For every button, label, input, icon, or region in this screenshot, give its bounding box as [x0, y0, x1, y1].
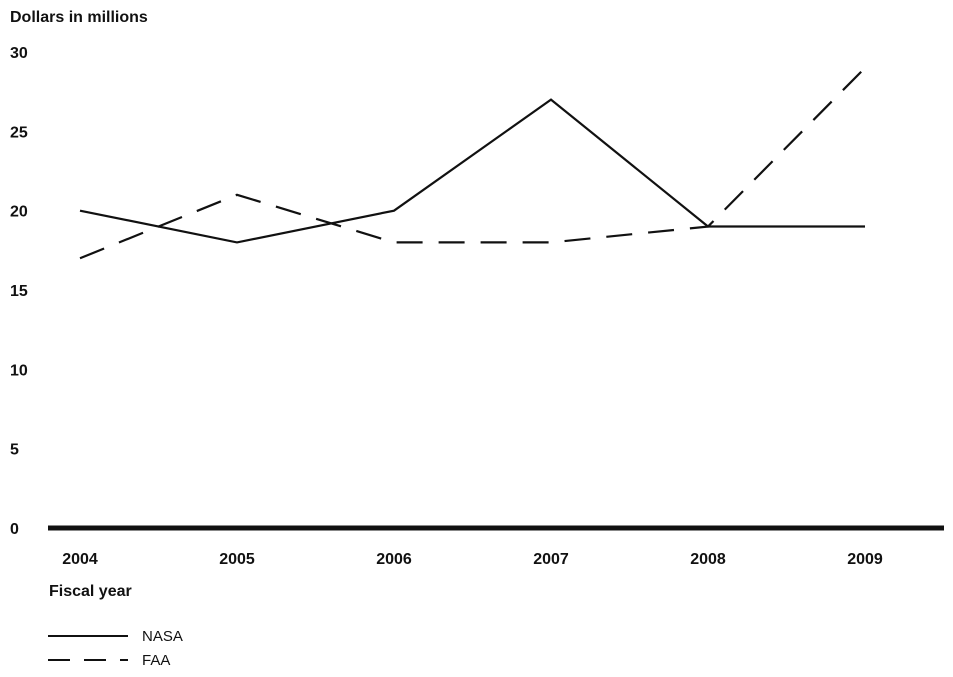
- legend-swatch-dashed: [48, 659, 128, 661]
- x-tick-label: 2005: [219, 551, 255, 568]
- y-tick-label: 0: [10, 521, 19, 538]
- y-tick-label: 10: [10, 362, 28, 379]
- series-layer: [79, 67, 866, 260]
- x-tick-label: 2007: [533, 551, 569, 568]
- legend-label-nasa: NASA: [142, 627, 183, 645]
- y-tick-label: 20: [10, 204, 28, 221]
- legend-item-nasa: NASA: [48, 624, 183, 648]
- legend-item-faa: FAA: [48, 648, 183, 672]
- legend-label-faa: FAA: [142, 651, 171, 669]
- legend: NASA FAA: [48, 624, 183, 672]
- y-tick-label: 5: [10, 442, 19, 459]
- series-line-nasa: [79, 98, 865, 244]
- y-axis-title: Dollars in millions: [10, 9, 148, 26]
- x-axis-title: Fiscal year: [49, 583, 132, 600]
- y-tick-label: 25: [10, 124, 28, 141]
- x-tick-label: 2009: [847, 551, 883, 568]
- x-tick-label: 2006: [376, 551, 412, 568]
- legend-swatch-solid: [48, 635, 128, 637]
- x-tick-label: 2004: [62, 551, 98, 568]
- y-tick-label: 30: [10, 45, 28, 62]
- y-tick-labels: 0 5 10 15 20 25 30: [10, 45, 28, 538]
- x-tick-label: 2008: [690, 551, 726, 568]
- y-tick-label: 15: [10, 283, 28, 300]
- x-tick-labels: 2004 2005 2006 2007 2008 2009: [62, 551, 883, 568]
- series-line-faa: [79, 67, 866, 260]
